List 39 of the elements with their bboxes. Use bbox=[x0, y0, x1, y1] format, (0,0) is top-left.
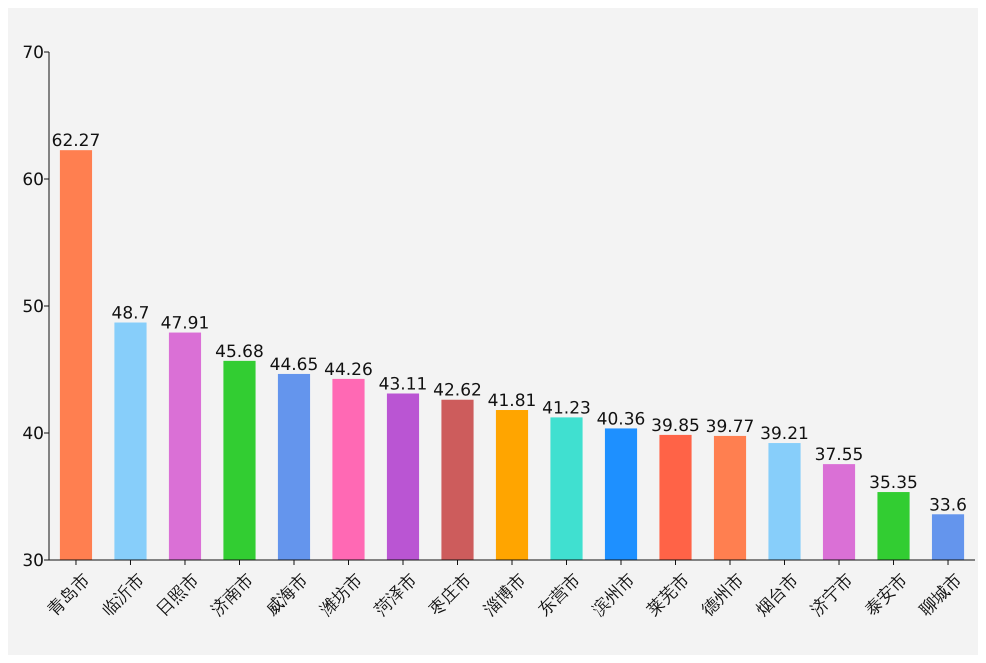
y-tick-label: 50 bbox=[22, 297, 44, 317]
data-label: 44.65 bbox=[270, 354, 318, 375]
y-tick-label: 70 bbox=[22, 43, 44, 63]
x-tick-label: 德州市 bbox=[698, 570, 748, 620]
x-tick-label: 东营市 bbox=[534, 570, 585, 620]
data-label: 42.62 bbox=[433, 380, 482, 401]
data-label: 48.7 bbox=[112, 304, 150, 324]
x-tick-label: 滨州市 bbox=[588, 570, 640, 620]
data-label: 39.85 bbox=[651, 416, 700, 436]
x-tick-label: 泰安市 bbox=[861, 570, 912, 620]
data-label: 62.27 bbox=[52, 131, 100, 152]
y-tick-label: 60 bbox=[22, 170, 44, 190]
x-tick-label: 威海市 bbox=[262, 570, 312, 620]
x-tick-label: 莱芜市 bbox=[643, 570, 694, 620]
data-label: 40.36 bbox=[596, 409, 646, 430]
x-tick-label: 枣庄市 bbox=[425, 570, 476, 620]
x-tick-label: 菏泽市 bbox=[370, 570, 422, 620]
x-tick-label: 聊城市 bbox=[916, 570, 966, 620]
data-label: 47.91 bbox=[160, 314, 210, 334]
x-tick-label: 潍坊市 bbox=[316, 570, 367, 620]
x-tick-label: 日照市 bbox=[152, 570, 204, 620]
x-tick-label: 济南市 bbox=[207, 570, 258, 620]
y-tick-label: 40 bbox=[22, 424, 44, 444]
data-label: 41.81 bbox=[488, 391, 536, 412]
x-tick-label: 烟台市 bbox=[752, 570, 803, 620]
data-label: 41.23 bbox=[542, 398, 591, 418]
data-label: 39.21 bbox=[760, 424, 809, 444]
data-label: 45.68 bbox=[215, 342, 264, 362]
y-tick-label: 30 bbox=[22, 551, 44, 571]
data-label: 43.11 bbox=[378, 374, 428, 395]
data-label: 37.55 bbox=[814, 445, 864, 466]
data-label: 33.6 bbox=[929, 495, 967, 516]
data-label: 44.26 bbox=[324, 360, 373, 380]
data-label: 39.77 bbox=[706, 416, 754, 437]
x-tick-label: 青岛市 bbox=[44, 570, 94, 620]
x-tick-label: 济宁市 bbox=[806, 570, 858, 620]
x-tick-label: 淄博市 bbox=[480, 570, 530, 620]
x-tick-label: 临沂市 bbox=[98, 570, 148, 620]
data-label: 35.35 bbox=[869, 473, 918, 494]
